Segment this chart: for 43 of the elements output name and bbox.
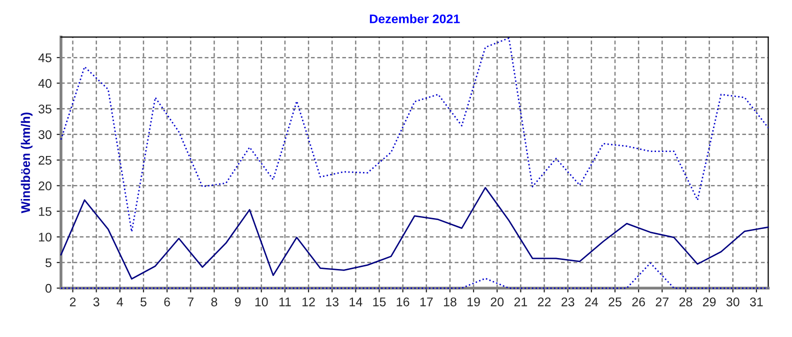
x-tick-label: 21 [514, 297, 528, 306]
x-tick-label: 3 [93, 297, 100, 306]
x-tick-label: 8 [211, 297, 218, 306]
x-tick-label: 12 [302, 297, 315, 306]
chart-title: Dezember 2021 [370, 14, 460, 24]
y-tick-label: 45 [38, 53, 52, 62]
x-tick-label: 27 [656, 297, 668, 306]
x-tick-label: 23 [562, 297, 574, 306]
x-tick-label: 22 [538, 297, 551, 306]
y-tick-label: 40 [38, 78, 52, 88]
x-tick-label: 6 [164, 297, 170, 306]
y-tick-label: 10 [39, 232, 52, 242]
y-tick-label: 20 [38, 181, 52, 190]
x-tick-label: 24 [585, 297, 598, 306]
y-tick-label: 0 [45, 284, 52, 293]
x-tick-label: 4 [116, 298, 124, 306]
x-tick-label: 18 [444, 297, 456, 306]
x-tick-label: 10 [255, 297, 268, 306]
x-tick-label: 13 [326, 297, 338, 306]
x-tick-label: 19 [468, 297, 480, 306]
x-tick-label: 26 [632, 297, 645, 306]
x-tick-label: 9 [234, 297, 241, 306]
x-tick-label: 2 [70, 297, 76, 306]
y-axis-title: Windböen (km/h) [20, 112, 32, 214]
x-tick-label: 30 [726, 297, 740, 306]
x-tick-label: 14 [350, 298, 362, 306]
x-tick-label: 5 [140, 298, 146, 306]
y-tick-label: 5 [46, 258, 52, 268]
x-tick-label: 17 [420, 298, 433, 306]
y-tick-label: 35 [38, 104, 52, 114]
y-tick-label: 15 [39, 207, 52, 216]
x-tick-label: 16 [396, 297, 410, 306]
x-tick-label: 29 [702, 297, 716, 306]
line-series [60, 187, 769, 280]
x-tick-label: 7 [188, 298, 194, 306]
x-tick-label: 25 [608, 297, 622, 306]
x-tick-label: 11 [279, 298, 291, 306]
y-tick-label: 30 [38, 130, 52, 140]
x-tick-label: 15 [373, 298, 386, 306]
y-tick-label: 25 [38, 156, 52, 165]
x-tick-label: 31 [750, 297, 763, 306]
x-tick-label: 28 [679, 297, 692, 306]
x-tick-label: 20 [490, 297, 504, 306]
